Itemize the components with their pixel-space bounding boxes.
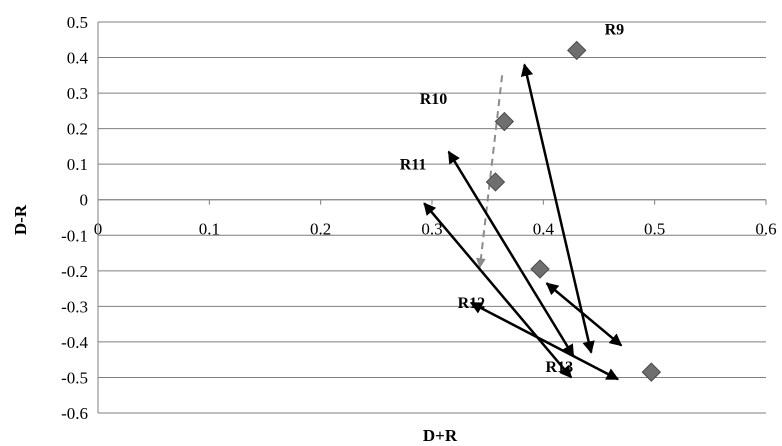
y-tick-label: -0.3 [61,297,88,316]
x-tick-label: 0.2 [310,220,331,239]
x-tick-label: 0 [94,220,103,239]
tick-labels: 0.5 0.4 0.3 0.2 0.1 0 -0.1 -0.2 -0.3 -0.4 -0.5 -0.6… [61,13,777,423]
dashed-arrow [475,75,504,269]
x-tick-label: 0.1 [199,220,220,239]
data-point [485,172,506,192]
y-tick-label: 0.1 [67,155,88,174]
data-points [485,40,662,382]
y-tick-label: -0.4 [61,333,88,352]
arrow [469,301,620,381]
y-tick-label: -0.6 [61,404,88,423]
y-tick-label: 0.2 [67,120,88,139]
y-tick-label: 0 [80,191,89,210]
y-tick-label: -0.2 [61,262,88,281]
x-axis-title: D+R [423,426,458,445]
y-tick-label: 0.3 [67,84,88,103]
y-tick-label: 0.5 [67,13,88,32]
data-point [494,111,515,132]
y-axis-title: D-R [11,204,30,235]
axes [97,22,767,413]
point-label: R9 [605,21,625,38]
point-label: R12 [458,295,486,312]
point-label: R10 [420,91,448,108]
x-tick-label: 0.6 [755,220,776,239]
point-label: R13 [546,359,574,376]
x-tick-label: 0.4 [533,220,555,239]
data-point [641,362,662,382]
data-point [567,40,587,61]
arrows [423,63,623,381]
arrow [520,63,595,354]
y-tick-label: -0.5 [61,368,88,387]
point-labels: R9 R10 R11 R12 R13 [400,21,624,376]
y-tick-label: -0.1 [61,226,88,245]
point-label: R11 [400,157,427,174]
y-tick-label: 0.4 [67,49,89,68]
data-point [530,259,550,279]
arrow [545,282,623,347]
grid [98,21,766,414]
x-tick-label: 0.5 [644,220,665,239]
